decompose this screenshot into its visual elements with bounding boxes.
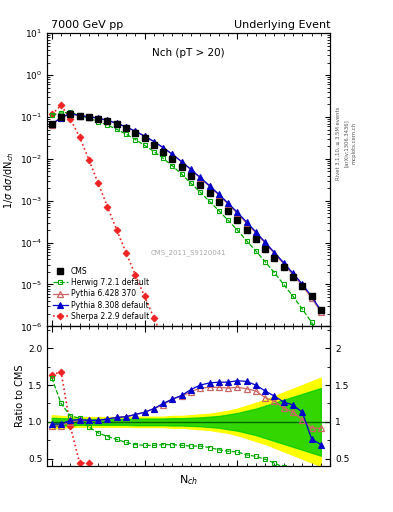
Text: mcplots.cern.ch: mcplots.cern.ch — [352, 122, 357, 164]
Text: Underlying Event: Underlying Event — [233, 19, 330, 30]
Text: Nch (pT > 20): Nch (pT > 20) — [152, 48, 225, 58]
Text: 7000 GeV pp: 7000 GeV pp — [51, 19, 123, 30]
Legend: CMS, Herwig 7.2.1 default, Pythia 6.428 370, Pythia 8.308 default, Sherpa 2.2.9 : CMS, Herwig 7.2.1 default, Pythia 6.428 … — [51, 265, 151, 323]
Text: [arXiv:1306.3436]: [arXiv:1306.3436] — [344, 119, 349, 167]
Y-axis label: 1/$\sigma$ d$\sigma$/dN$_{ch}$: 1/$\sigma$ d$\sigma$/dN$_{ch}$ — [2, 151, 16, 208]
Text: CMS_2011_S9120041: CMS_2011_S9120041 — [151, 250, 226, 257]
Text: Rivet 3.1.10, ≥ 3.5M events: Rivet 3.1.10, ≥ 3.5M events — [336, 106, 341, 180]
X-axis label: N$_{ch}$: N$_{ch}$ — [179, 474, 198, 487]
Y-axis label: Ratio to CMS: Ratio to CMS — [15, 365, 25, 428]
